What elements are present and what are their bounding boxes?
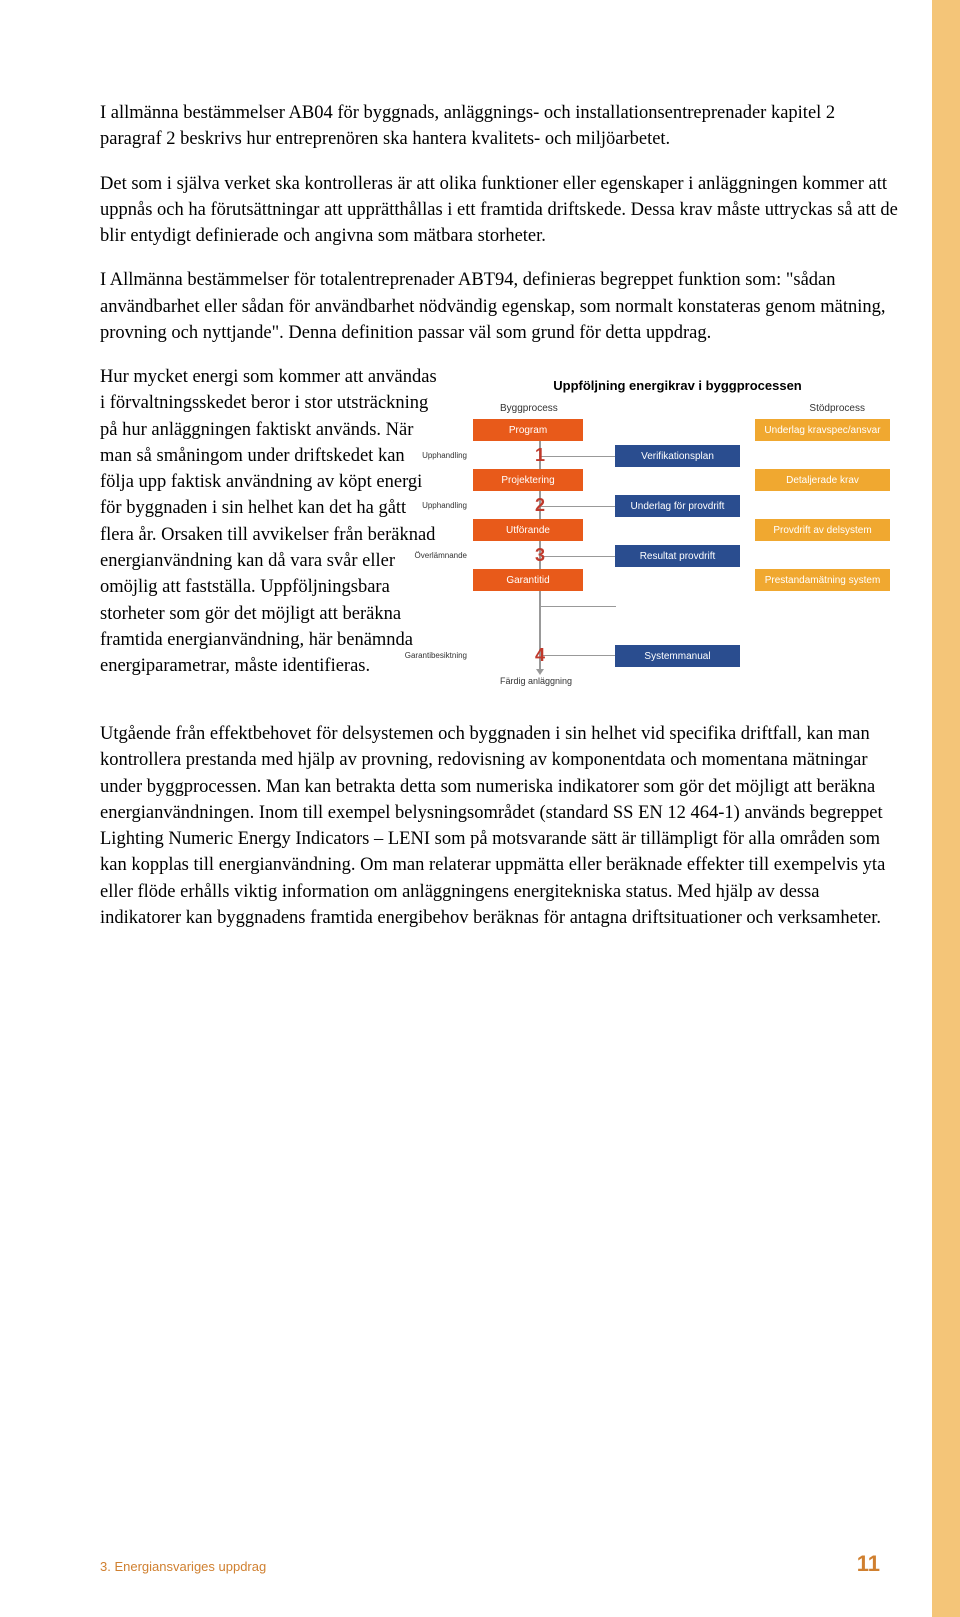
- diagram-title: Uppföljning energikrav i byggprocessen: [455, 378, 900, 393]
- side-label-4: Garantibesiktning: [395, 651, 467, 660]
- conn-5: [541, 655, 616, 656]
- left-box-utforande: Utförande: [473, 519, 583, 541]
- right-box-3: Provdrift av delsystem: [755, 519, 890, 541]
- side-label-2: Upphandling: [407, 501, 467, 510]
- conn-2: [541, 506, 616, 507]
- paragraph-1: I allmänna bestämmelser AB04 för byggnad…: [100, 100, 900, 153]
- page-footer: 3. Energiansvariges uppdrag 11: [100, 1551, 880, 1577]
- paragraph-2: Det som i själva verket ska kontrolleras…: [100, 171, 900, 250]
- left-box-projektering: Projektering: [473, 469, 583, 491]
- col-header-left: Byggprocess: [500, 403, 558, 414]
- mid-box-2: Underlag för provdrift: [615, 495, 740, 517]
- mid-box-4: Systemmanual: [615, 645, 740, 667]
- step-3: 3: [531, 545, 549, 566]
- paragraph-3: I Allmänna bestämmelser för totalentrepr…: [100, 267, 900, 346]
- wrap-section: Uppföljning energikrav i byggprocessen B…: [100, 364, 900, 703]
- left-box-program: Program: [473, 419, 583, 441]
- footer-section-label: 3. Energiansvariges uppdrag: [100, 1559, 266, 1574]
- conn-4: [541, 606, 616, 607]
- left-box-garantitid: Garantitid: [473, 569, 583, 591]
- diagram-body: Byggprocess Stödprocess Program Projekte…: [455, 403, 900, 703]
- side-label-3: Överlämnande: [407, 551, 467, 560]
- paragraph-5: Utgående från effektbehovet för delsyste…: [100, 721, 900, 931]
- right-box-1: Underlag kravspec/ansvar: [755, 419, 890, 441]
- step-2: 2: [531, 495, 549, 516]
- conn-1: [541, 456, 616, 457]
- step-1: 1: [531, 445, 549, 466]
- mid-box-1: Verifikationsplan: [615, 445, 740, 467]
- right-box-2: Detaljerade krav: [755, 469, 890, 491]
- step-4: 4: [531, 645, 549, 666]
- mid-box-3: Resultat provdrift: [615, 545, 740, 567]
- side-label-1: Upphandling: [407, 451, 467, 460]
- conn-3: [541, 556, 616, 557]
- flow-arrow-down: [536, 669, 544, 675]
- col-header-right: Stödprocess: [809, 403, 865, 414]
- right-box-4: Prestandamätning system: [755, 569, 890, 591]
- footer-page-number: 11: [857, 1551, 880, 1577]
- process-diagram: Uppföljning energikrav i byggprocessen B…: [455, 378, 900, 703]
- diagram-bottom-label: Färdig anläggning: [500, 676, 572, 686]
- page-content: I allmänna bestämmelser AB04 för byggnad…: [0, 0, 960, 1617]
